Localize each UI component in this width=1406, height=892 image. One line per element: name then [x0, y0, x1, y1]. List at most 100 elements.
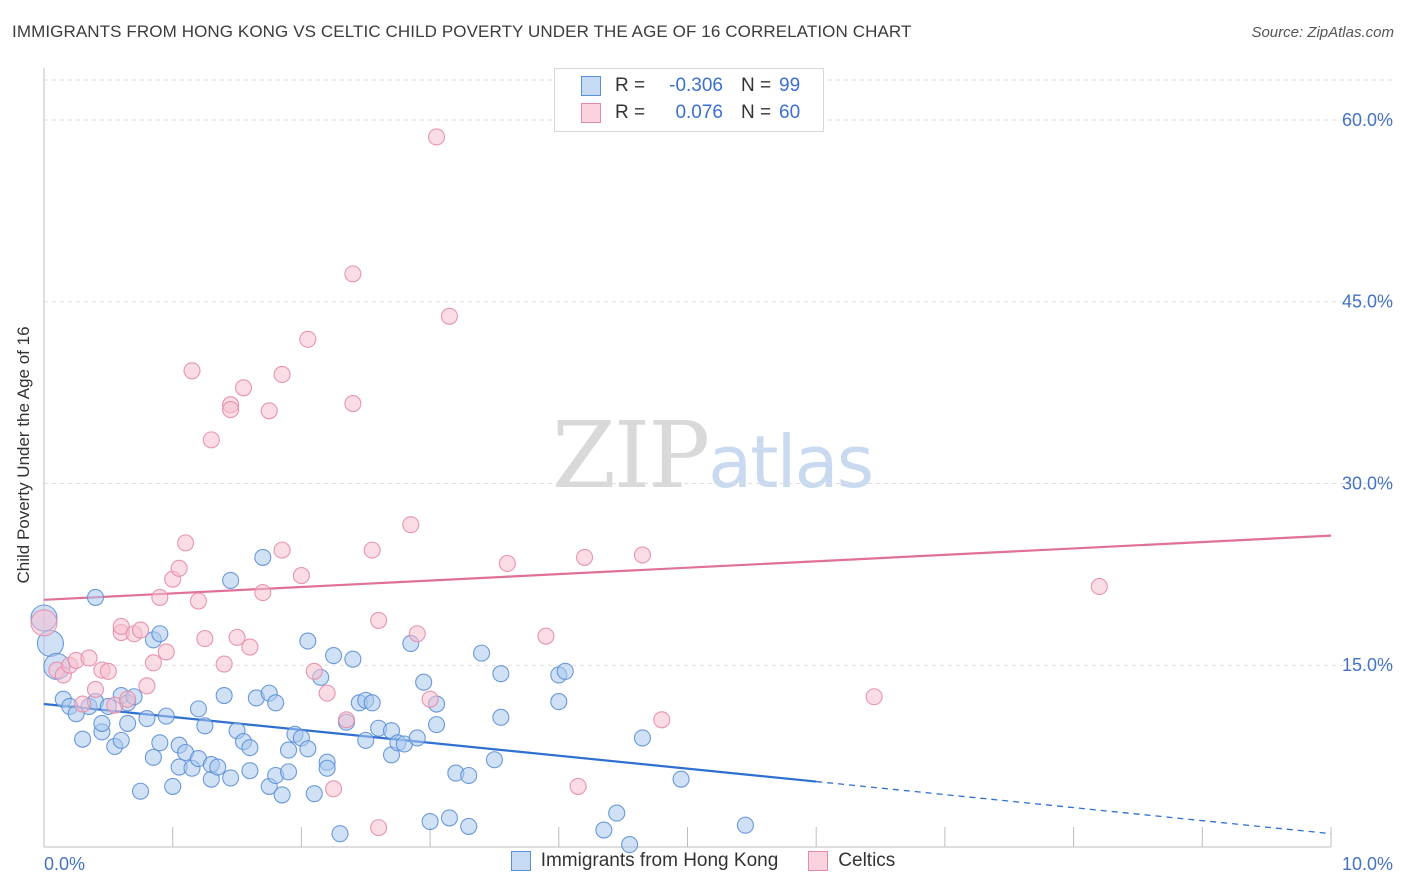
celtics-point — [537, 627, 555, 645]
hong-kong-point — [440, 809, 458, 827]
chart-title: IMMIGRANTS FROM HONG KONG VS CELTIC CHIL… — [12, 22, 912, 41]
celtics-point — [234, 379, 253, 397]
celtics-point — [241, 638, 259, 656]
celtics-point — [440, 307, 458, 325]
hong-kong-point — [736, 816, 754, 834]
celtics-point — [222, 401, 240, 419]
hong-kong-point — [460, 817, 478, 835]
hong-kong-point — [119, 714, 137, 732]
celtics-point — [402, 516, 420, 534]
blue-swatch — [510, 851, 531, 871]
hong-kong-point — [305, 785, 323, 803]
y-axis-label: Child Poverty Under the Age of 16 — [14, 326, 33, 584]
hong-kong-point — [318, 759, 336, 777]
celtics-point — [273, 365, 291, 383]
hong-kong-point — [325, 647, 343, 665]
hong-kong-point — [209, 758, 227, 776]
hong-kong-point — [550, 693, 568, 711]
hong-kong-point — [189, 700, 207, 718]
legend-label: Celtics — [838, 850, 896, 871]
hong-kong-point — [112, 731, 130, 749]
hong-kong-point — [408, 729, 426, 747]
stats-row-hong-kong: R = -0.306 N = 99 — [581, 75, 800, 97]
celtics-point — [363, 541, 381, 559]
celtics-point — [157, 643, 175, 661]
r-value: 0.076 — [675, 102, 723, 123]
y-tick-label: 30.0% — [1342, 473, 1393, 493]
celtics-point — [498, 554, 516, 573]
celtics-point — [292, 567, 310, 585]
hong-kong-point — [151, 625, 169, 643]
pink-swatch — [808, 851, 829, 871]
x-tick-label: 10.0% — [1342, 854, 1393, 874]
celtics-point — [86, 680, 105, 699]
y-tick-label: 15.0% — [1342, 655, 1393, 675]
hong-kong-point — [485, 751, 504, 769]
bottom-legend: Immigrants from Hong Kong Celtics — [0, 850, 1406, 872]
hong-kong-point — [331, 825, 349, 843]
hong-kong-point — [86, 588, 105, 606]
source-credit: Source: ZipAtlas.com — [1251, 24, 1394, 41]
hong-kong-point — [222, 769, 240, 787]
r-label: R = — [615, 102, 646, 123]
hong-kong-point — [621, 836, 639, 854]
hong-kong-point — [241, 762, 259, 780]
hong-kong-point — [299, 740, 317, 758]
celtics-point — [1090, 577, 1108, 596]
blue-swatch — [581, 76, 601, 96]
hong-kong-point — [222, 571, 240, 589]
celtics-point — [254, 583, 272, 602]
celtics-point — [273, 541, 291, 559]
data-points — [30, 128, 1108, 854]
celtics-point — [99, 662, 117, 680]
celtics-point — [865, 688, 883, 706]
gridlines — [44, 79, 1392, 666]
celtics-point — [202, 431, 220, 449]
celtics-point — [74, 695, 92, 713]
celtics-point — [119, 690, 137, 708]
pink-swatch — [581, 103, 601, 123]
hong-kong-point — [157, 707, 175, 725]
hong-kong-point — [672, 770, 690, 788]
hong-kong-point — [421, 813, 439, 831]
legend-item-celtics[interactable]: Celtics — [808, 850, 895, 872]
hong-kong-point — [267, 694, 285, 712]
celtics-point — [30, 609, 58, 637]
n-label: N = — [741, 75, 772, 96]
celtics-point — [370, 819, 388, 837]
watermark: ZIPatlas — [552, 402, 874, 509]
celtics-point — [170, 559, 188, 577]
celtics-point — [408, 625, 426, 643]
celtics-point — [112, 617, 130, 636]
hong-kong-trend-extension — [816, 780, 1332, 835]
legend-item-hong-kong[interactable]: Immigrants from Hong Kong — [510, 850, 778, 872]
n-label: N = — [741, 102, 772, 123]
celtics-point — [653, 711, 671, 729]
celtics-point — [325, 780, 343, 798]
hong-kong-point — [363, 694, 381, 712]
watermark-zip: ZIP — [552, 402, 710, 509]
n-value: 60 — [779, 102, 801, 123]
r-value: -0.306 — [669, 75, 723, 96]
celtics-point — [421, 690, 439, 708]
celtics-trend-line — [43, 534, 1332, 601]
hong-kong-point — [215, 686, 233, 705]
hong-kong-point — [357, 731, 375, 749]
hong-kong-point — [273, 786, 291, 804]
celtics-point — [177, 534, 195, 552]
stats-legend: R = -0.306 N = 99 R = 0.076 N = 60 — [554, 68, 824, 132]
celtics-point — [144, 654, 162, 672]
hong-kong-point — [595, 821, 613, 839]
r-label: R = — [615, 75, 646, 96]
hong-kong-point — [299, 632, 317, 650]
hong-kong-point — [196, 717, 214, 735]
celtics-point — [344, 394, 362, 413]
hong-kong-point — [93, 714, 111, 732]
hong-kong-point — [633, 729, 652, 747]
hong-kong-point — [344, 650, 362, 668]
hong-kong-point — [460, 766, 478, 785]
celtics-point — [131, 621, 150, 639]
hong-kong-point — [254, 548, 272, 566]
celtics-point — [299, 330, 317, 348]
